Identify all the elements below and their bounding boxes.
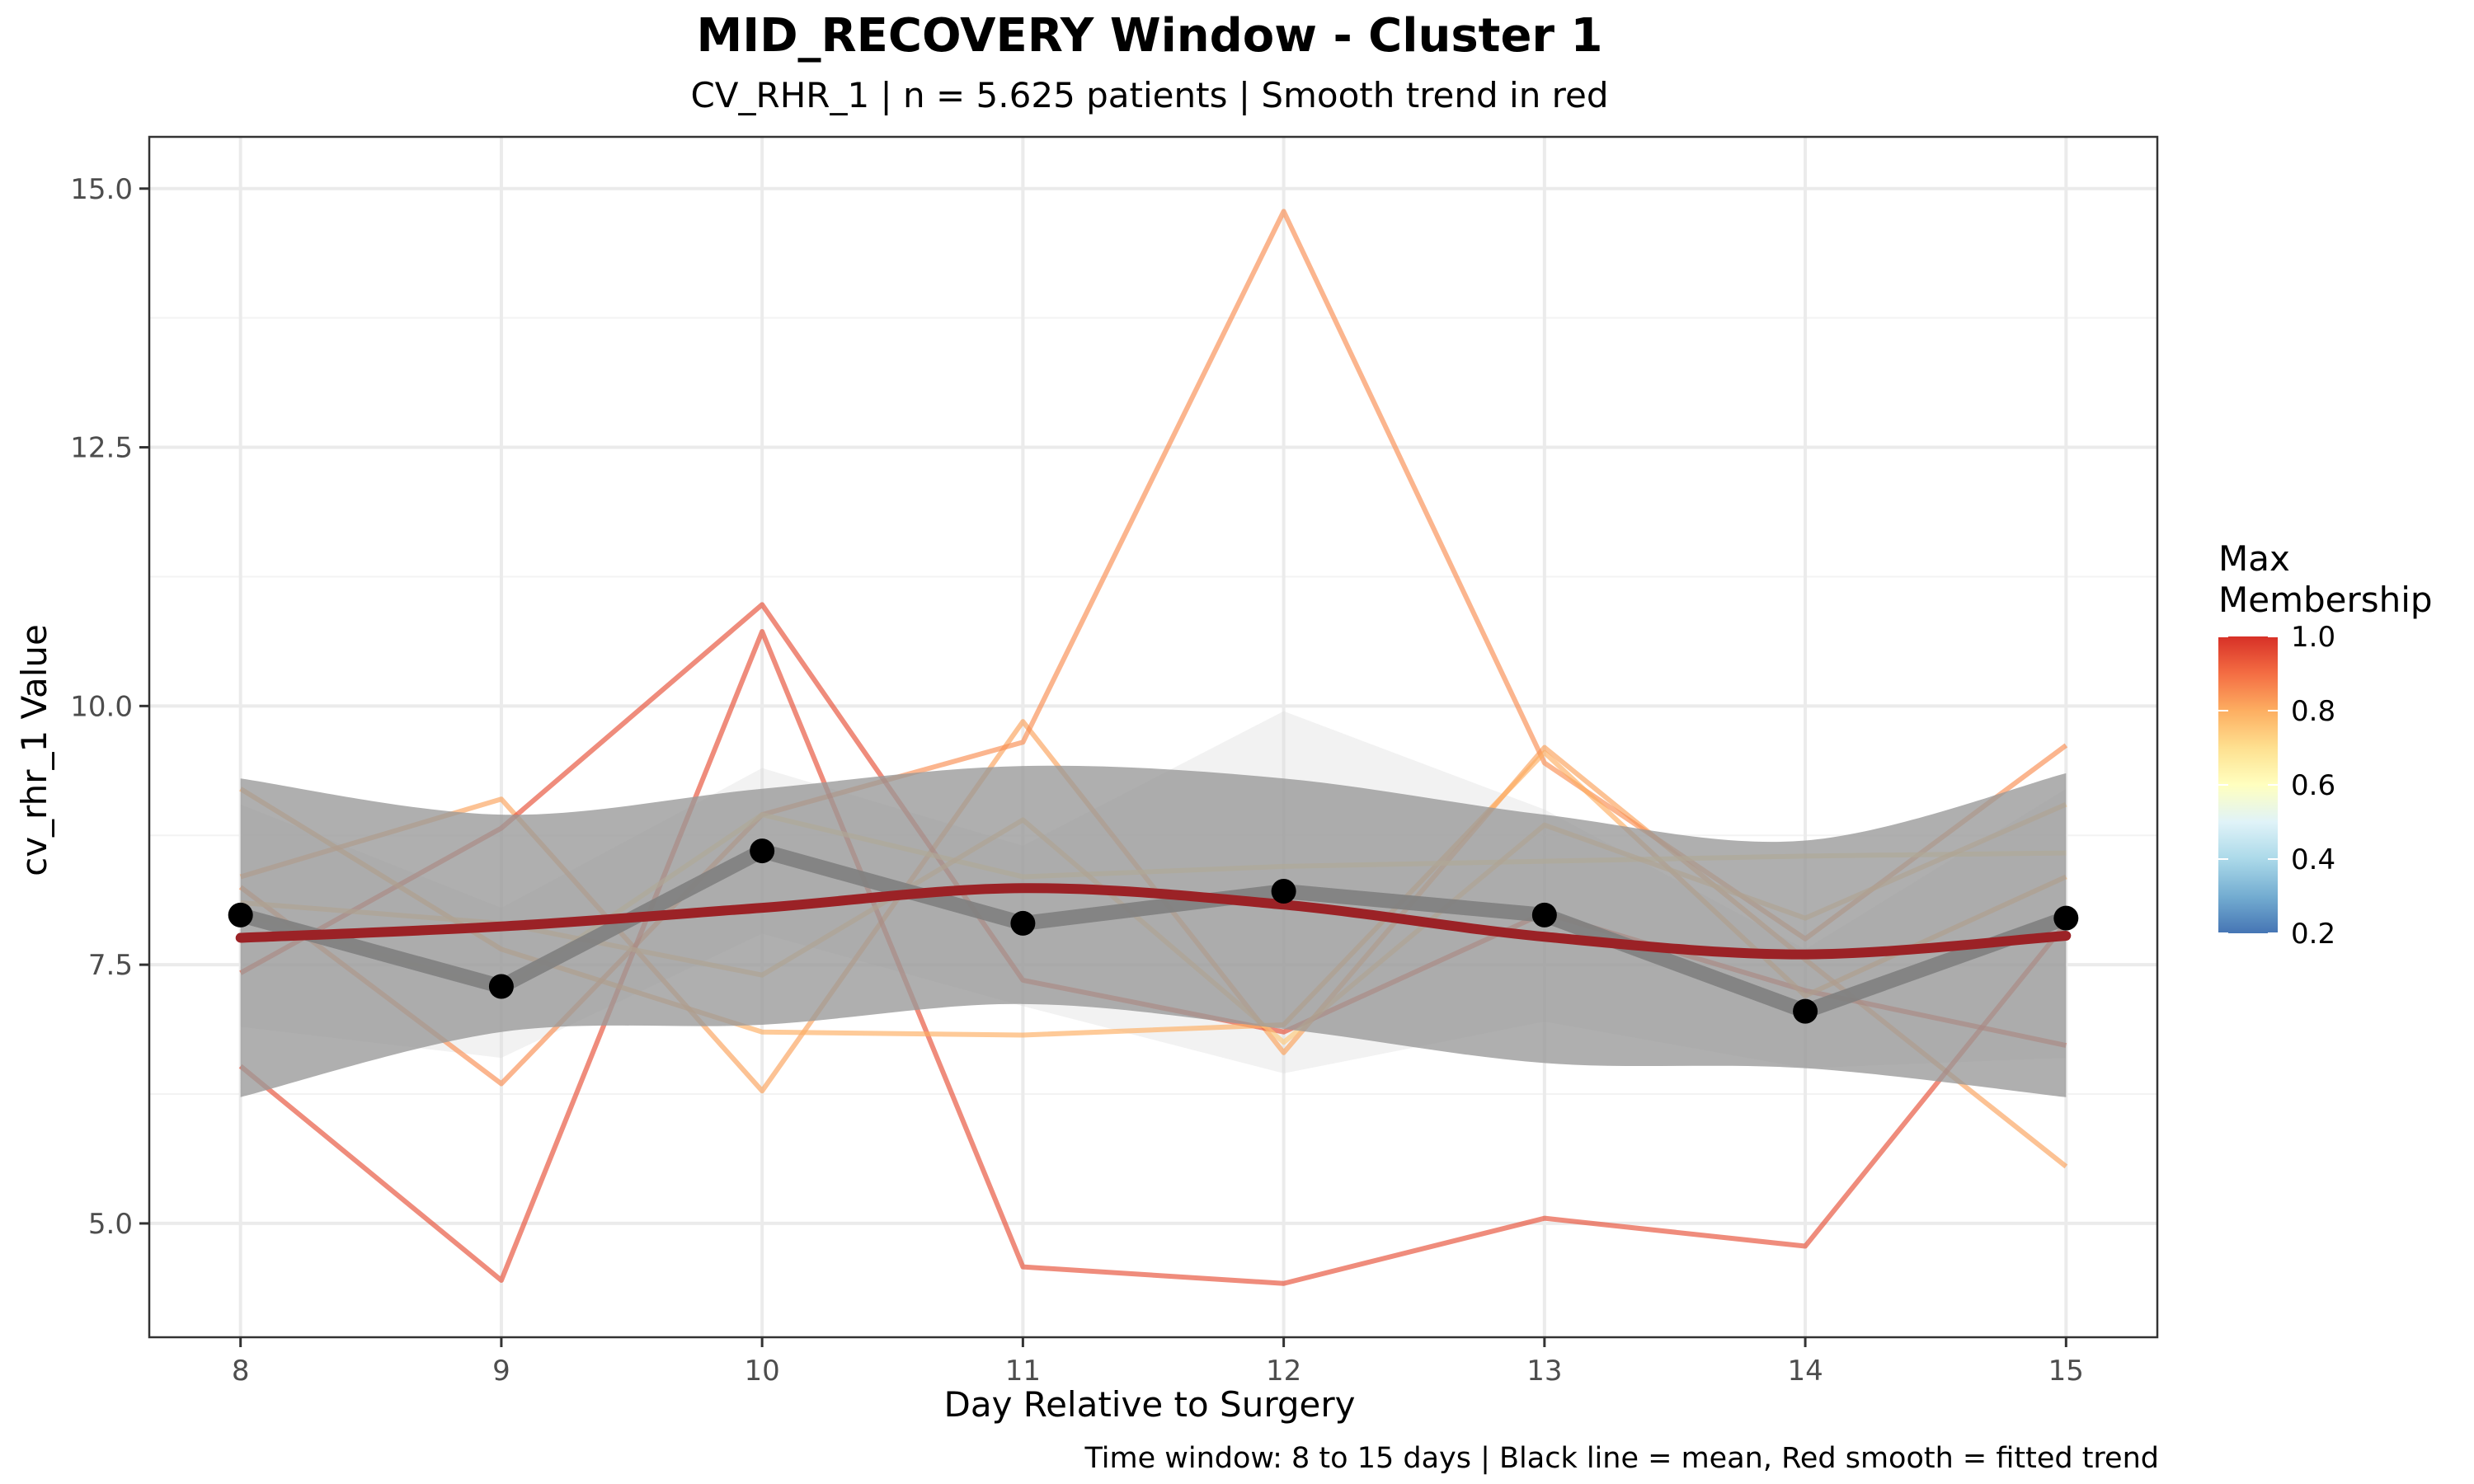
mean-point (1271, 879, 1296, 904)
x-tick-label: 13 (1526, 1355, 1562, 1388)
legend-label: 0.2 (2291, 918, 2335, 951)
legend-title-line2: Membership (2218, 580, 2433, 620)
panel-border (148, 135, 2159, 1339)
mean-point (1010, 910, 1036, 936)
legend-title-line1: Max (2218, 538, 2290, 579)
mean-line (238, 843, 2069, 1019)
panel-background (149, 137, 2157, 1337)
patient-line-3 (238, 628, 2068, 1286)
y-tick-label: 7.5 (88, 949, 133, 982)
x-tick-label: 11 (1005, 1355, 1041, 1388)
y-tick-label: 10.0 (70, 690, 133, 723)
mean-point (1531, 902, 1557, 928)
chart-title: MID_RECOVERY Window - Cluster 1 (697, 9, 1603, 63)
mean-point (228, 902, 253, 928)
x-tick-label: 12 (1266, 1355, 1301, 1388)
legend-label: 1.0 (2291, 621, 2335, 654)
legend-label: 0.8 (2291, 695, 2335, 728)
chart-caption: Time window: 8 to 15 days | Black line =… (1084, 1442, 2159, 1475)
mean-point (488, 974, 514, 999)
legend-label: 0.6 (2291, 769, 2335, 802)
y-tick-label: 12.5 (70, 432, 133, 465)
y-tick-label: 15.0 (70, 173, 133, 206)
smooth-confidence-band (240, 765, 2067, 1097)
y-tick-label: 5.0 (88, 1208, 133, 1241)
x-tick-label: 14 (1787, 1355, 1823, 1388)
mean-point (750, 838, 775, 864)
chart-subtitle: CV_RHR_1 | n = 5.625 patients | Smooth t… (690, 75, 1608, 115)
legend-label: 0.4 (2291, 843, 2335, 876)
mean-point (2053, 905, 2079, 931)
plot-area: 8 9 10 11 12 13 14 15 5.0 7.5 10.0 12.5 15.0 (70, 135, 2159, 1388)
smooth-trend-line (235, 883, 2072, 960)
x-tick-label: 10 (745, 1355, 780, 1388)
mean-point (1793, 998, 1818, 1024)
x-tick-label: 9 (492, 1355, 510, 1388)
x-tick-label: 15 (2048, 1355, 2084, 1388)
y-axis-label: cv_rhr_1 Value (14, 624, 54, 876)
membership-legend: Max Membership 1.0 0.8 0.6 0.4 0.2 (2218, 538, 2433, 951)
x-axis-label: Day Relative to Surgery (944, 1384, 1356, 1425)
x-tick-label: 8 (232, 1355, 250, 1388)
